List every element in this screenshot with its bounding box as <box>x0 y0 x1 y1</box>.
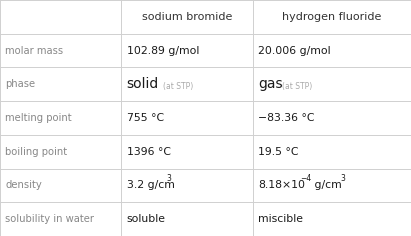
Text: 19.5 °C: 19.5 °C <box>258 147 299 157</box>
Text: 8.18×10: 8.18×10 <box>258 181 305 190</box>
Text: −4: −4 <box>300 174 312 183</box>
Text: 3.2 g/cm: 3.2 g/cm <box>127 181 174 190</box>
Text: miscible: miscible <box>258 214 303 224</box>
Text: phase: phase <box>5 79 35 89</box>
Text: sodium bromide: sodium bromide <box>142 12 232 22</box>
Text: boiling point: boiling point <box>5 147 67 157</box>
Text: g/cm: g/cm <box>311 181 342 190</box>
Text: solubility in water: solubility in water <box>5 214 95 224</box>
Text: density: density <box>5 181 42 190</box>
Text: 20.006 g/mol: 20.006 g/mol <box>258 46 331 55</box>
Text: hydrogen fluoride: hydrogen fluoride <box>282 12 381 22</box>
Text: 3: 3 <box>340 174 345 183</box>
Text: solid: solid <box>127 77 159 91</box>
Text: 755 °C: 755 °C <box>127 113 164 123</box>
Text: soluble: soluble <box>127 214 166 224</box>
Text: 1396 °C: 1396 °C <box>127 147 171 157</box>
Text: gas: gas <box>258 77 283 91</box>
Text: (at STP): (at STP) <box>282 82 312 91</box>
Text: (at STP): (at STP) <box>163 82 193 91</box>
Text: molar mass: molar mass <box>5 46 63 55</box>
Text: 102.89 g/mol: 102.89 g/mol <box>127 46 199 55</box>
Text: 3: 3 <box>166 174 171 183</box>
Text: melting point: melting point <box>5 113 72 123</box>
Text: −83.36 °C: −83.36 °C <box>258 113 314 123</box>
